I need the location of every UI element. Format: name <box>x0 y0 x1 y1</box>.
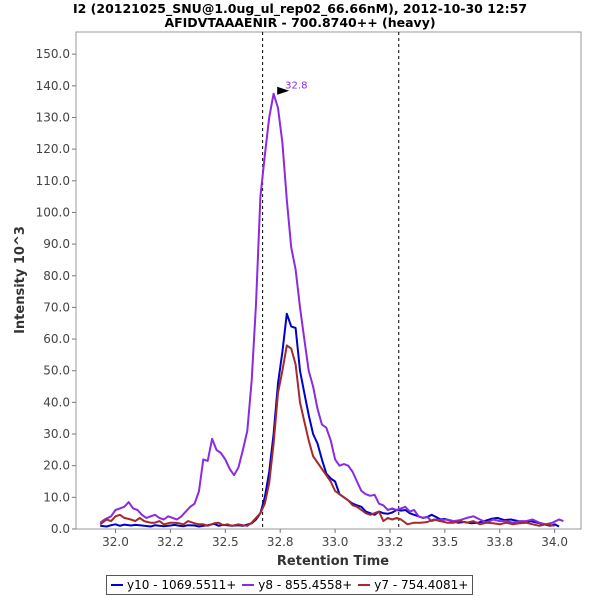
y-tick-label: 10.0 <box>43 490 70 504</box>
y-tick-label: 110.0 <box>36 174 70 188</box>
x-tick-label: 33.5 <box>432 535 459 549</box>
peak-label: 32.8 <box>285 81 307 92</box>
x-tick-label: 33.0 <box>322 535 349 549</box>
y-tick-label: 120.0 <box>36 142 70 156</box>
x-axis-label: Retention Time <box>277 554 389 569</box>
y-tick-label: 150.0 <box>36 47 70 61</box>
legend-swatch <box>111 584 123 586</box>
series-layer <box>99 92 564 528</box>
legend-item: y8 - 855.4558+ <box>242 578 352 592</box>
chart-subtitle: AFIDVTAAAENIR - 700.8740++ (heavy) <box>164 15 435 30</box>
x-tick-label: 32.8 <box>267 535 294 549</box>
legend-label: y7 - 754.4081+ <box>374 578 469 592</box>
y-tick-label: 140.0 <box>36 79 70 93</box>
legend-label: y8 - 855.4558+ <box>258 578 353 592</box>
y-axis-label: Intensity 10^3 <box>13 226 28 334</box>
y-axis: 0.0 10.0 20.0 30.0 40.0 50.0 60.0 70.0 80.0 90.0 1… <box>36 47 76 536</box>
chart-title: I2 (20121025_SNU@1.0ug_ul_rep02_66.66nM)… <box>73 1 527 17</box>
y-tick-label: 70.0 <box>43 300 70 314</box>
y-tick-label: 130.0 <box>36 110 70 124</box>
y-tick-label: 0.0 <box>51 522 70 536</box>
x-tick-label: 33.2 <box>377 535 404 549</box>
series-line-y8 <box>99 92 564 526</box>
legend-item: y10 - 1069.5511+ <box>111 578 236 592</box>
x-tick-label: 32.0 <box>102 535 129 549</box>
x-axis: 32.0 32.2 32.5 32.8 33.0 33.2 33.5 33.8 34.0 <box>102 529 568 549</box>
y-tick-label: 30.0 <box>43 427 70 441</box>
y-tick-label: 80.0 <box>43 269 70 283</box>
x-tick-label: 32.5 <box>212 535 239 549</box>
legend-label: y10 - 1069.5511+ <box>127 578 237 592</box>
peak-arrow-icon <box>277 86 290 95</box>
y-tick-label: 50.0 <box>43 364 70 378</box>
plot-frame <box>75 31 582 530</box>
x-tick-label: 33.8 <box>486 535 513 549</box>
y-tick-label: 60.0 <box>43 332 70 346</box>
y-tick-label: 90.0 <box>43 237 70 251</box>
series-line-y7 <box>99 344 555 527</box>
legend-swatch <box>358 584 371 586</box>
y-tick-label: 40.0 <box>43 395 70 409</box>
retention-markers <box>262 32 400 529</box>
legend-swatch <box>242 584 255 586</box>
plot-area <box>75 31 582 530</box>
peak-annotation-layer: 32.8 <box>277 81 307 95</box>
x-tick-label: 32.2 <box>157 535 184 549</box>
y-tick-label: 20.0 <box>43 459 70 473</box>
y-tick-label: 100.0 <box>36 205 70 219</box>
legend-item: y7 - 754.4081+ <box>358 578 468 592</box>
chart-legend: y10 - 1069.5511+ y8 - 855.4558+ y7 - 754.4… <box>106 575 474 595</box>
x-tick-label: 34.0 <box>541 535 568 549</box>
